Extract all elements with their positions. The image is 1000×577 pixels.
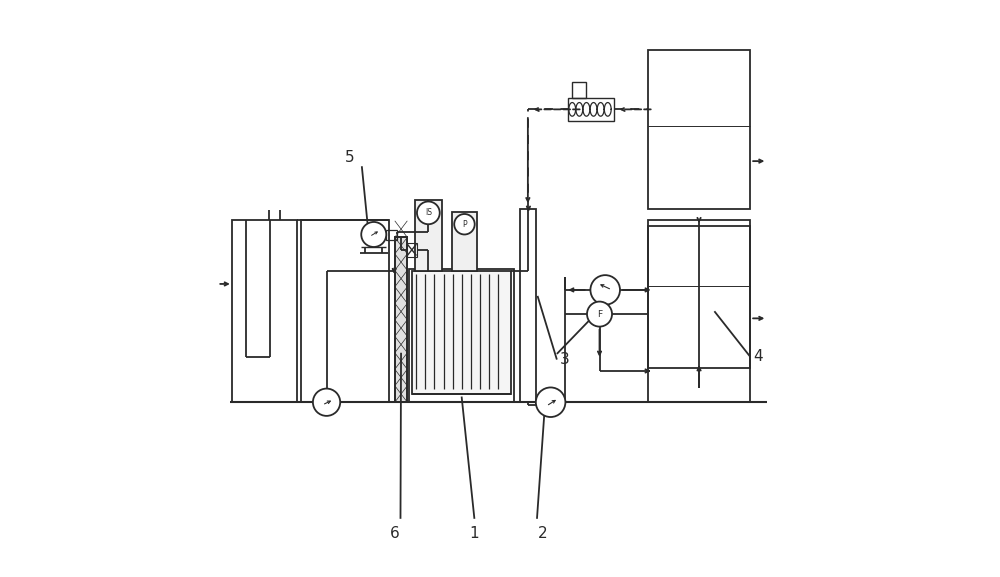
Text: 4: 4 [753, 349, 763, 364]
Bar [407, 243, 417, 257]
Bar [395, 237, 407, 402]
Bar [568, 98, 614, 121]
Bar [409, 269, 514, 402]
Bar [232, 220, 297, 402]
Text: 2: 2 [538, 526, 547, 541]
Circle shape [417, 201, 440, 224]
Bar [415, 200, 442, 271]
Text: F: F [597, 310, 602, 319]
Bar [395, 237, 407, 402]
Bar [452, 212, 477, 271]
Circle shape [587, 302, 612, 327]
Bar [648, 220, 750, 402]
Circle shape [454, 214, 475, 234]
Text: 1: 1 [470, 526, 479, 541]
Circle shape [361, 222, 386, 247]
Bar [412, 271, 511, 394]
Bar [572, 82, 586, 98]
Text: IS: IS [425, 208, 432, 218]
Text: 6: 6 [390, 526, 400, 541]
Text: 5: 5 [344, 150, 354, 165]
Bar [648, 226, 750, 368]
Bar [648, 50, 750, 209]
Text: 3: 3 [560, 352, 569, 367]
Bar [520, 209, 536, 402]
Circle shape [313, 388, 340, 416]
Circle shape [590, 275, 620, 305]
Bar [386, 230, 397, 240]
Text: P: P [462, 220, 467, 228]
Circle shape [536, 387, 565, 417]
Bar [301, 220, 389, 402]
